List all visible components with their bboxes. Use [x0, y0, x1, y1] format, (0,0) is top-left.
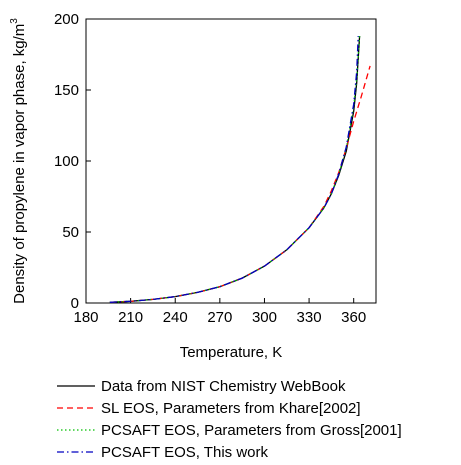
legend-label: PCSAFT EOS, Parameters from Gross[2001] [101, 422, 402, 439]
x-tick-label: 180 [73, 309, 98, 326]
y-axis-title-main: Density of propylene in vapor phase, kg/… [11, 24, 28, 304]
y-tick-label: 150 [54, 82, 79, 99]
x-tick-label: 210 [118, 309, 143, 326]
ticks-layer: 180 210 240 270 300 330 360 0 50 100 150 200 [54, 11, 366, 326]
series-layer [109, 35, 371, 303]
y-axis-title-superscript: 3 [9, 18, 20, 24]
x-tick-label: 330 [297, 309, 322, 326]
series-line-2 [109, 35, 361, 303]
series-line-3 [109, 35, 359, 303]
y-tick-label: 100 [54, 153, 79, 170]
x-tick-label: 240 [163, 309, 188, 326]
x-tick-label: 360 [341, 309, 366, 326]
y-axis-title: Density of propylene in vapor phase, kg/… [9, 18, 28, 304]
y-tick-label: 50 [62, 224, 79, 241]
series-line-0 [109, 35, 361, 303]
y-tick-label: 0 [71, 295, 79, 312]
plot-frame [85, 18, 377, 304]
legend-label: Data from NIST Chemistry WebBook [101, 378, 346, 395]
y-axis-title-group: Density of propylene in vapor phase, kg/… [9, 18, 28, 304]
x-tick-label: 270 [207, 309, 232, 326]
legend-label: SL EOS, Parameters from Khare[2002] [101, 400, 361, 417]
legend-label: PCSAFT EOS, This work [101, 444, 268, 461]
legend: Data from NIST Chemistry WebBook SL EOS, … [57, 378, 402, 461]
x-axis-title: Temperature, K [180, 344, 283, 361]
y-tick-label: 200 [54, 11, 79, 28]
x-tick-label: 300 [252, 309, 277, 326]
series-line-1 [109, 65, 371, 303]
